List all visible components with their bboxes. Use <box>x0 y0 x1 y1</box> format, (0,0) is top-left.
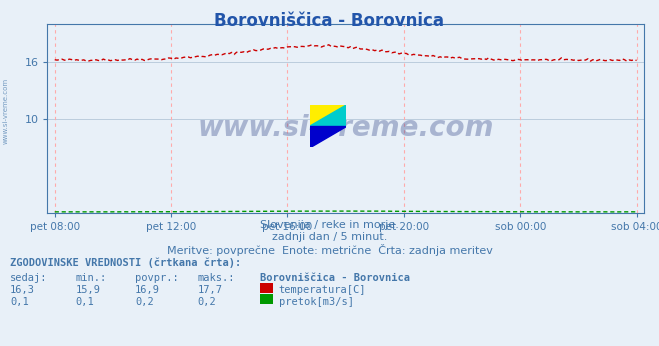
Text: maks.:: maks.: <box>198 273 235 283</box>
Text: 16,3: 16,3 <box>10 285 35 295</box>
Text: 0,1: 0,1 <box>10 297 28 307</box>
Text: pretok[m3/s]: pretok[m3/s] <box>279 297 354 307</box>
Text: 0,1: 0,1 <box>76 297 94 307</box>
Text: Borovniščica - Borovnica: Borovniščica - Borovnica <box>260 273 411 283</box>
Text: min.:: min.: <box>76 273 107 283</box>
Text: www.si-vreme.com: www.si-vreme.com <box>2 78 9 144</box>
Text: ZGODOVINSKE VREDNOSTI (črtkana črta):: ZGODOVINSKE VREDNOSTI (črtkana črta): <box>10 258 241 268</box>
Text: Slovenija / reke in morje.: Slovenija / reke in morje. <box>260 220 399 230</box>
Text: Borovniščica - Borovnica: Borovniščica - Borovnica <box>214 12 445 30</box>
Text: povpr.:: povpr.: <box>135 273 179 283</box>
Text: temperatura[C]: temperatura[C] <box>279 285 366 295</box>
Text: Meritve: povprečne  Enote: metrične  Črta: zadnja meritev: Meritve: povprečne Enote: metrične Črta:… <box>167 244 492 256</box>
Text: 15,9: 15,9 <box>76 285 101 295</box>
Text: 0,2: 0,2 <box>198 297 216 307</box>
Text: 0,2: 0,2 <box>135 297 154 307</box>
Text: 16,9: 16,9 <box>135 285 160 295</box>
Text: zadnji dan / 5 minut.: zadnji dan / 5 minut. <box>272 232 387 242</box>
Text: sedaj:: sedaj: <box>10 273 47 283</box>
Text: 17,7: 17,7 <box>198 285 223 295</box>
Text: www.si-vreme.com: www.si-vreme.com <box>198 114 494 142</box>
